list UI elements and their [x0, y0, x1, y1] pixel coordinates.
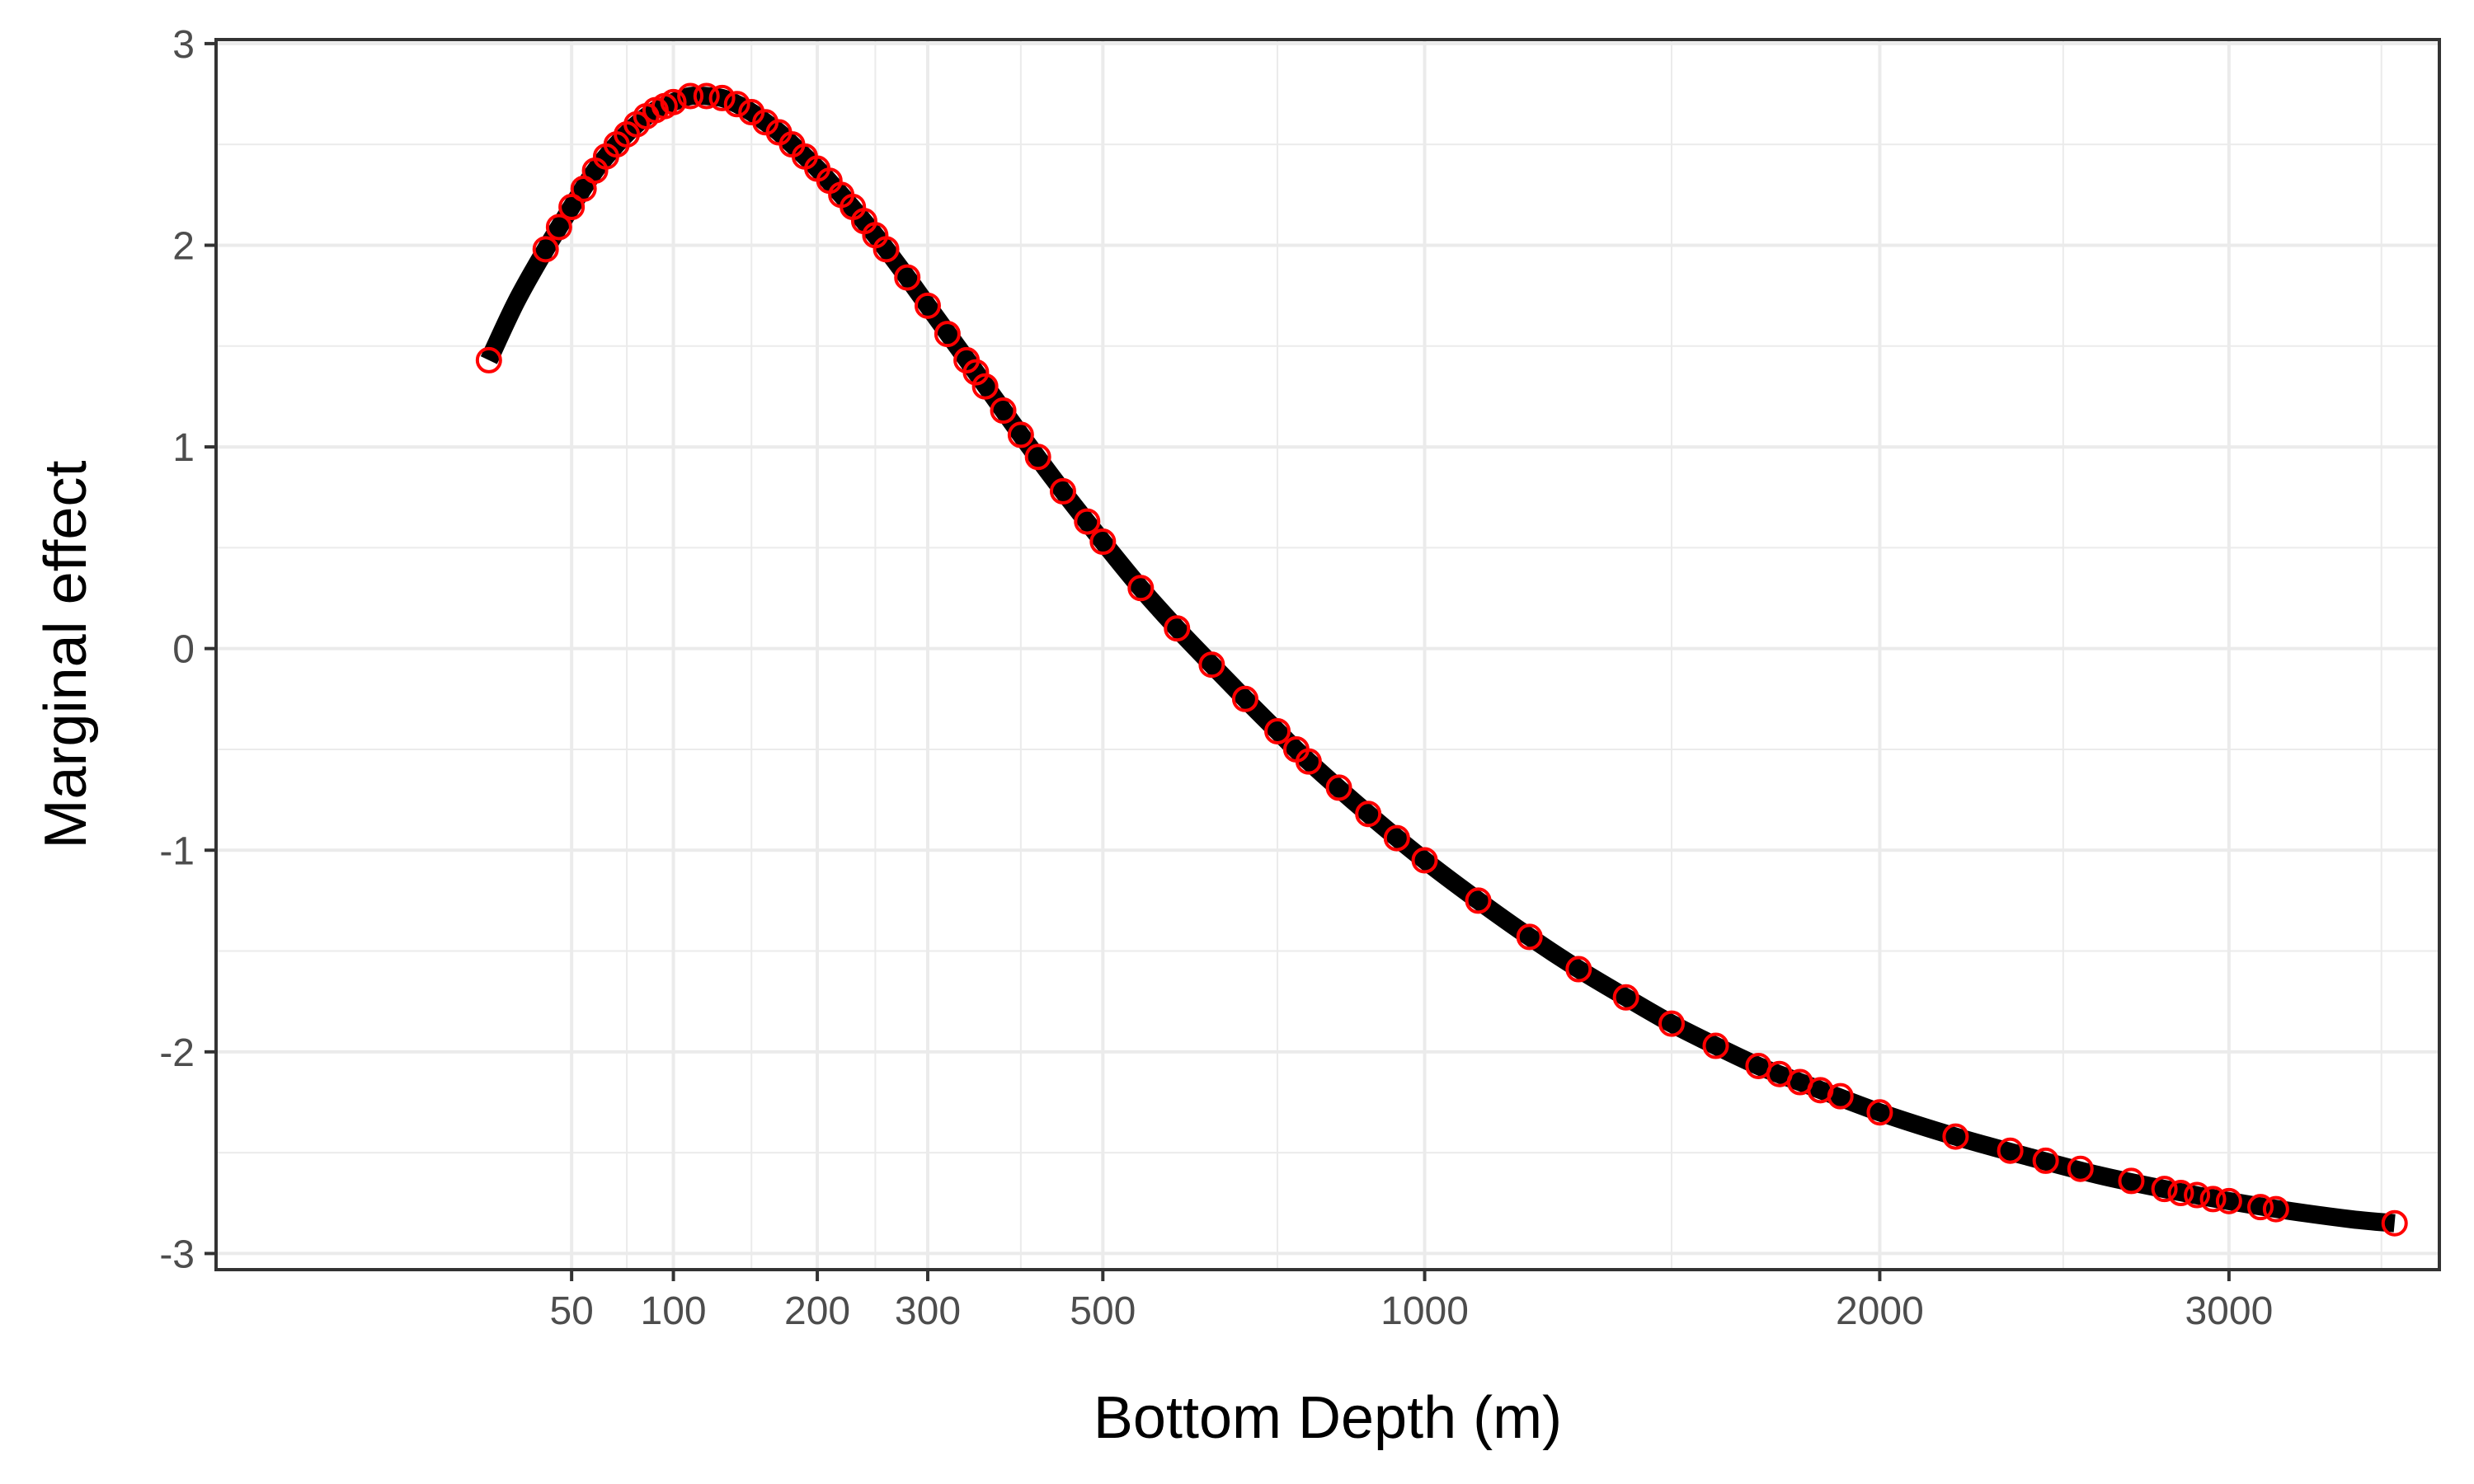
data-point: [1612, 984, 1639, 1011]
data-point: [532, 236, 559, 263]
data-point: [1355, 801, 1382, 828]
data-point: [962, 359, 990, 386]
series-line: [480, 86, 2396, 1233]
data-point: [660, 88, 687, 115]
data-point: [1942, 1123, 1969, 1150]
data-point: [1702, 1032, 1729, 1059]
data-point: [1198, 651, 1225, 679]
data-point: [2151, 1176, 2178, 1203]
data-point: [2167, 1180, 2194, 1207]
x-axis-title: Bottom Depth (m): [1094, 1385, 1562, 1451]
data-point: [1411, 847, 1438, 874]
data-point: [1264, 717, 1291, 744]
data-point: [1997, 1137, 2024, 1164]
data-point: [2215, 1187, 2242, 1214]
data-point: [1049, 477, 1076, 505]
data-point: [1164, 615, 1191, 642]
data-point: [1383, 824, 1410, 852]
data-point: [1231, 685, 1258, 712]
y-tick-label: -2: [159, 1031, 195, 1075]
y-tick-label: 1: [172, 426, 195, 470]
data-point: [894, 264, 921, 291]
y-axis-ticks: 3 2 1 0 -1 -2 -3: [159, 23, 216, 1276]
data-point: [1024, 444, 1051, 471]
data-point: [1089, 528, 1117, 556]
data-point: [1325, 774, 1352, 801]
data-point: [2247, 1194, 2274, 1221]
data-point: [914, 292, 941, 319]
x-tick-label: 2000: [1836, 1289, 1924, 1333]
x-tick-label: 1000: [1380, 1289, 1469, 1333]
data-point: [990, 397, 1017, 425]
panel-border: [214, 38, 2441, 1271]
data-point: [1827, 1082, 1854, 1110]
data-point: [1465, 887, 1492, 914]
data-point: [2381, 1209, 2408, 1237]
data-point: [2032, 1147, 2059, 1174]
y-tick-label: -3: [159, 1233, 195, 1276]
x-tick-label: 200: [784, 1289, 850, 1333]
series-line-path: [480, 86, 2396, 1233]
data-point: [1658, 1010, 1685, 1037]
data-point: [1074, 508, 1101, 535]
y-tick-label: 3: [172, 23, 195, 67]
series-points: [475, 82, 2408, 1237]
data-point: [934, 321, 961, 348]
data-point: [872, 236, 900, 263]
x-tick-label: 3000: [2185, 1289, 2273, 1333]
y-axis-title: Marginal effect: [33, 461, 99, 849]
data-point: [971, 373, 999, 400]
y-tick-label: 2: [172, 224, 195, 268]
y-tick-label: 0: [172, 628, 195, 672]
y-tick-label: -1: [159, 829, 195, 873]
data-point: [1295, 748, 1322, 775]
data-point: [1866, 1099, 1893, 1126]
data-point: [1516, 923, 1543, 951]
data-point: [2199, 1186, 2227, 1213]
data-point: [2067, 1155, 2094, 1182]
data-point: [1007, 421, 1034, 448]
data-point: [570, 175, 597, 202]
data-point: [545, 214, 572, 241]
grid-major: [216, 40, 2439, 1270]
data-point: [723, 91, 750, 118]
data-point: [2262, 1195, 2289, 1223]
x-tick-label: 50: [549, 1289, 593, 1333]
data-point: [693, 82, 720, 110]
x-tick-label: 100: [641, 1289, 707, 1333]
data-point: [2118, 1167, 2145, 1195]
data-point: [2184, 1181, 2211, 1209]
x-axis-ticks: 50 100 200 300 500 1000 2000 3000: [549, 1270, 2273, 1333]
data-point: [677, 82, 704, 110]
data-point: [708, 84, 736, 111]
data-point: [1565, 956, 1592, 983]
data-point: [1127, 575, 1155, 602]
x-tick-label: 300: [895, 1289, 961, 1333]
data-point: [475, 346, 502, 373]
x-tick-label: 500: [1070, 1289, 1136, 1333]
data-point: [558, 194, 586, 221]
